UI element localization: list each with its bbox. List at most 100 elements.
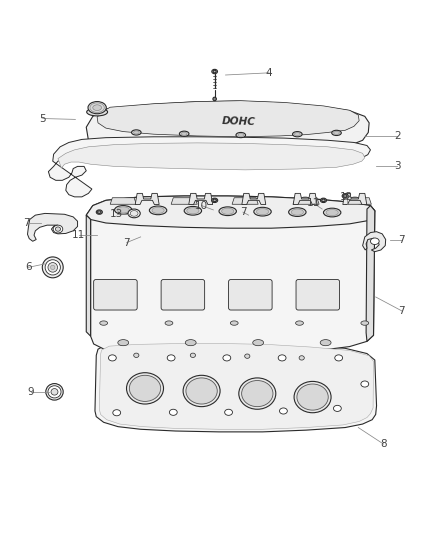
Ellipse shape bbox=[334, 131, 339, 134]
Ellipse shape bbox=[93, 105, 102, 110]
Text: 7: 7 bbox=[399, 306, 405, 316]
Text: 7: 7 bbox=[23, 218, 30, 228]
Ellipse shape bbox=[322, 199, 325, 201]
Text: 7: 7 bbox=[399, 235, 405, 245]
Ellipse shape bbox=[291, 209, 304, 215]
Ellipse shape bbox=[239, 378, 276, 409]
Ellipse shape bbox=[278, 355, 286, 361]
Ellipse shape bbox=[127, 373, 163, 404]
Ellipse shape bbox=[115, 206, 132, 214]
Ellipse shape bbox=[245, 354, 250, 358]
Ellipse shape bbox=[48, 263, 57, 272]
Ellipse shape bbox=[293, 132, 302, 137]
Ellipse shape bbox=[167, 355, 175, 361]
Polygon shape bbox=[232, 198, 258, 204]
Ellipse shape bbox=[342, 194, 348, 198]
FancyBboxPatch shape bbox=[229, 279, 272, 310]
Ellipse shape bbox=[88, 102, 106, 114]
Text: DOHC: DOHC bbox=[222, 116, 256, 127]
Text: 7: 7 bbox=[124, 238, 130, 247]
Ellipse shape bbox=[230, 321, 238, 325]
Ellipse shape bbox=[238, 134, 244, 136]
Text: 3: 3 bbox=[394, 160, 401, 171]
FancyBboxPatch shape bbox=[161, 279, 205, 310]
Polygon shape bbox=[135, 193, 159, 205]
Ellipse shape bbox=[51, 389, 58, 395]
Ellipse shape bbox=[130, 211, 138, 216]
Ellipse shape bbox=[134, 131, 139, 134]
Ellipse shape bbox=[118, 340, 129, 346]
Ellipse shape bbox=[219, 207, 237, 215]
Polygon shape bbox=[95, 341, 377, 432]
Text: 10: 10 bbox=[195, 200, 208, 211]
Text: 12: 12 bbox=[340, 192, 353, 202]
FancyBboxPatch shape bbox=[296, 279, 339, 310]
Ellipse shape bbox=[361, 321, 369, 325]
Ellipse shape bbox=[185, 340, 196, 346]
Ellipse shape bbox=[50, 265, 55, 270]
Text: 13: 13 bbox=[110, 209, 124, 219]
Polygon shape bbox=[366, 206, 375, 341]
Ellipse shape bbox=[253, 340, 264, 346]
Ellipse shape bbox=[326, 209, 338, 215]
Ellipse shape bbox=[294, 382, 331, 413]
Polygon shape bbox=[171, 198, 197, 204]
Text: 7: 7 bbox=[240, 207, 246, 217]
Ellipse shape bbox=[371, 238, 379, 245]
Ellipse shape bbox=[213, 97, 216, 101]
Polygon shape bbox=[293, 193, 317, 205]
Ellipse shape bbox=[212, 69, 218, 74]
Polygon shape bbox=[97, 101, 359, 137]
Ellipse shape bbox=[180, 131, 189, 136]
Polygon shape bbox=[189, 193, 213, 205]
Ellipse shape bbox=[320, 340, 331, 346]
Ellipse shape bbox=[152, 207, 164, 213]
Ellipse shape bbox=[113, 410, 120, 416]
Ellipse shape bbox=[343, 195, 347, 197]
Ellipse shape bbox=[212, 198, 218, 203]
FancyBboxPatch shape bbox=[94, 279, 137, 310]
Ellipse shape bbox=[98, 211, 101, 213]
Ellipse shape bbox=[222, 208, 234, 214]
Ellipse shape bbox=[361, 381, 369, 387]
Text: 8: 8 bbox=[380, 439, 387, 449]
Ellipse shape bbox=[55, 227, 60, 231]
Ellipse shape bbox=[149, 206, 167, 215]
Ellipse shape bbox=[296, 321, 304, 325]
Ellipse shape bbox=[96, 210, 102, 214]
Ellipse shape bbox=[323, 208, 341, 217]
Ellipse shape bbox=[184, 206, 201, 215]
Ellipse shape bbox=[254, 207, 271, 216]
Polygon shape bbox=[48, 137, 371, 197]
Text: 11: 11 bbox=[307, 198, 321, 208]
Ellipse shape bbox=[90, 103, 104, 112]
Text: 11: 11 bbox=[72, 230, 85, 240]
Polygon shape bbox=[293, 198, 319, 204]
Polygon shape bbox=[86, 196, 375, 356]
Ellipse shape bbox=[187, 208, 199, 214]
Polygon shape bbox=[99, 344, 374, 429]
Ellipse shape bbox=[213, 70, 216, 73]
Ellipse shape bbox=[45, 260, 60, 275]
Ellipse shape bbox=[256, 208, 268, 215]
Ellipse shape bbox=[181, 132, 187, 135]
Polygon shape bbox=[86, 101, 369, 154]
Ellipse shape bbox=[42, 257, 63, 278]
Polygon shape bbox=[343, 193, 367, 205]
Ellipse shape bbox=[213, 199, 216, 201]
Ellipse shape bbox=[225, 409, 233, 415]
Polygon shape bbox=[28, 213, 78, 241]
Ellipse shape bbox=[321, 198, 326, 203]
Ellipse shape bbox=[186, 378, 217, 404]
Text: 4: 4 bbox=[266, 68, 272, 78]
Text: 2: 2 bbox=[394, 131, 401, 141]
Ellipse shape bbox=[129, 375, 161, 401]
Polygon shape bbox=[363, 232, 386, 252]
Text: 5: 5 bbox=[39, 114, 46, 124]
Ellipse shape bbox=[289, 208, 306, 216]
Ellipse shape bbox=[100, 321, 108, 325]
Ellipse shape bbox=[134, 353, 139, 358]
Polygon shape bbox=[345, 198, 371, 204]
Polygon shape bbox=[86, 215, 91, 336]
Ellipse shape bbox=[46, 384, 63, 400]
